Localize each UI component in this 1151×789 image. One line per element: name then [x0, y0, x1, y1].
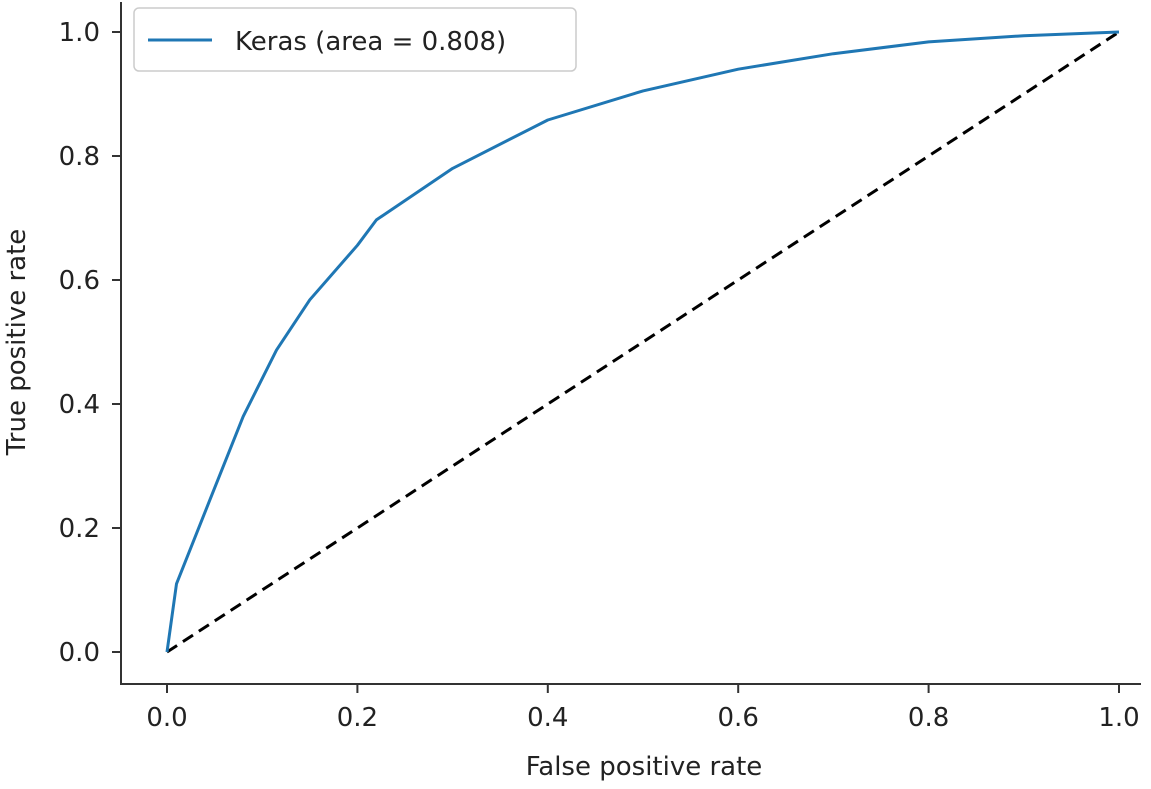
y-ticks: 0.0 0.2 0.4 0.6 0.8 1.0	[59, 18, 121, 668]
x-tick-label: 0.4	[527, 703, 568, 733]
y-tick-label: 0.4	[59, 390, 100, 420]
y-tick-label: 1.0	[59, 18, 100, 48]
x-tick-label: 0.0	[146, 703, 187, 733]
roc-curve-line	[165, 30, 1120, 653]
y-tick-label: 0.6	[59, 266, 100, 296]
plot-area	[165, 30, 1120, 654]
x-tick-label: 1.0	[1098, 703, 1139, 733]
y-tick-label: 0.2	[59, 514, 100, 544]
y-tick-label: 0.0	[59, 638, 100, 668]
x-tick-label: 0.2	[337, 703, 378, 733]
legend: Keras (area = 0.808)	[133, 7, 577, 72]
chance-diagonal-line	[166, 30, 1120, 654]
x-ticks: 0.0 0.2 0.4 0.6 0.8 1.0	[146, 684, 1140, 733]
y-tick-label: 0.8	[59, 142, 100, 172]
y-axis-label: True positive rate	[2, 229, 32, 457]
legend-label: Keras (area = 0.808)	[235, 27, 506, 57]
x-axis-label: False positive rate	[526, 752, 763, 782]
legend-box	[133, 7, 577, 72]
x-tick-label: 0.6	[718, 703, 759, 733]
x-tick-label: 0.8	[908, 703, 949, 733]
